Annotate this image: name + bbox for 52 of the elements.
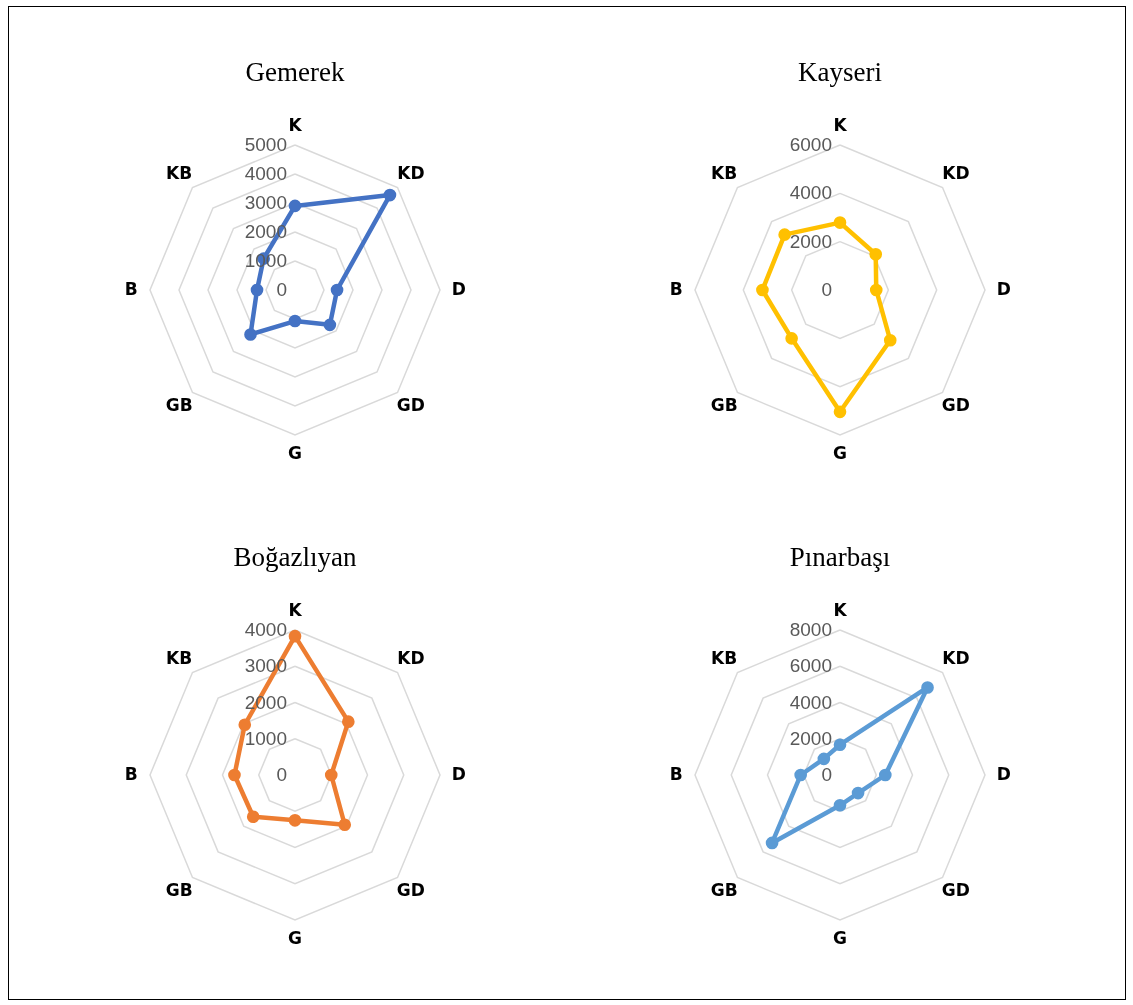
spoke-label: GB: [710, 394, 738, 415]
spoke-label: K: [833, 600, 848, 621]
spoke-label: GD: [941, 394, 970, 415]
spoke-label: GD: [396, 394, 425, 415]
spoke-label: B: [124, 279, 138, 299]
spoke-label: D: [996, 279, 1011, 299]
spoke-label: D: [996, 764, 1011, 784]
spoke-label: B: [669, 764, 683, 784]
y-tick-label: 0: [276, 764, 287, 785]
spoke-label: GD: [941, 879, 970, 900]
y-tick-label: 4000: [244, 619, 287, 640]
y-tick-label: 0: [821, 764, 832, 785]
chart-title: Boğazlıyan: [233, 541, 357, 572]
y-tick-label: 4000: [244, 163, 287, 184]
spoke-label: KB: [711, 163, 738, 184]
chart-title: Pınarbaşı: [789, 541, 891, 572]
y-tick-label: 0: [276, 279, 287, 300]
spoke-label: D: [451, 764, 466, 784]
y-tick-label: 0: [821, 279, 832, 300]
spoke-label: GB: [165, 879, 193, 900]
chart-title: Kayseri: [798, 56, 882, 87]
spoke-label: B: [124, 764, 138, 784]
spoke-label: K: [288, 600, 303, 621]
spoke-label: KD: [397, 163, 425, 184]
spoke-label: KD: [942, 648, 970, 669]
y-tick-label: 1000: [244, 727, 287, 749]
y-tick-label: 6000: [789, 134, 832, 155]
spoke-label: G: [288, 442, 302, 463]
spoke-label: GD: [396, 879, 425, 900]
spoke-label: G: [833, 927, 847, 948]
spoke-label: G: [288, 927, 302, 948]
y-tick-label: 3000: [244, 192, 287, 213]
y-tick-label: 5000: [244, 134, 287, 155]
chart-title: Gemerek: [245, 56, 345, 87]
spoke-label: KB: [166, 648, 193, 669]
spoke-label: B: [669, 279, 683, 299]
spoke-label: KD: [942, 163, 970, 184]
y-tick-label: 6000: [789, 655, 832, 677]
spoke-label: KB: [166, 163, 193, 184]
y-tick-label: 4000: [789, 182, 832, 204]
spoke-label: KB: [711, 648, 738, 669]
spoke-label: KD: [397, 648, 425, 669]
spoke-label: K: [288, 115, 303, 136]
y-tick-label: 8000: [789, 619, 832, 640]
spoke-label: GB: [710, 879, 738, 900]
y-tick-label: 2000: [789, 727, 832, 749]
spoke-label: D: [451, 279, 466, 299]
spoke-label: GB: [165, 394, 193, 415]
y-tick-label: 4000: [789, 691, 832, 713]
spoke-label: G: [833, 442, 847, 463]
y-tick-label: 2000: [789, 230, 832, 252]
spoke-label: K: [833, 115, 848, 136]
